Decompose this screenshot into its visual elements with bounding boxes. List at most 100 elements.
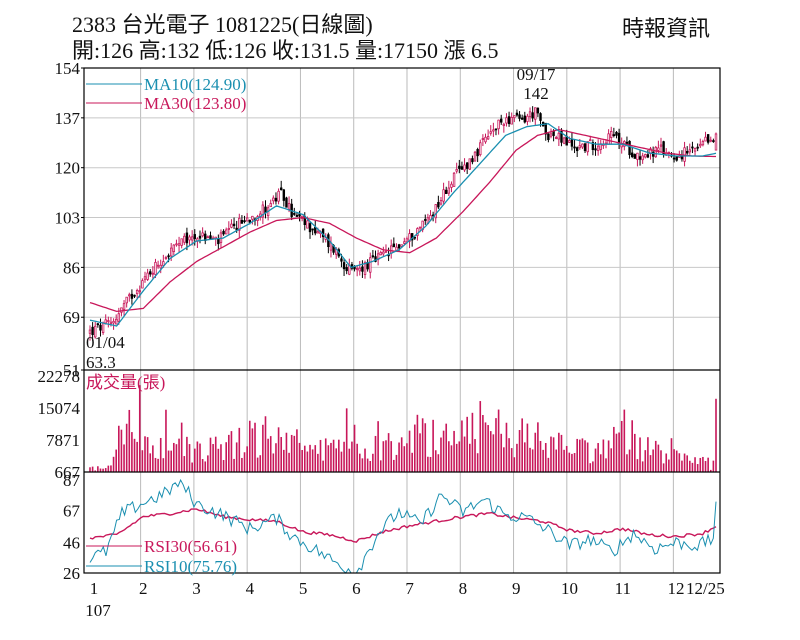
candle-body [458,165,461,169]
volume-bar [589,463,592,472]
volume-bar [639,437,641,472]
volume-bar [296,429,298,472]
volume-bar [235,442,238,472]
candle-body [654,146,657,158]
volume-bar [503,447,505,472]
volume-bar [489,431,492,472]
candle-body [505,117,508,124]
candle-body [507,116,511,125]
price-tick-label: 120 [55,159,81,178]
volume-bar [474,439,476,472]
candle-body [107,320,110,322]
volume-bar [434,450,437,472]
x-year-label: 107 [85,601,111,620]
candle-body [704,136,707,142]
volume-bar [539,440,542,472]
volume-bar [123,444,125,472]
candle-body [358,267,361,272]
candle-body [630,152,634,157]
candle-body [536,107,540,114]
volume-bar [345,408,348,472]
candle-body [455,169,458,172]
x-tick-label: 2 [139,579,148,598]
candle-body [125,296,128,304]
volume-bar [298,442,301,472]
volume-bar [230,431,233,472]
rsi-tick-label: 46 [63,534,80,553]
volume-bar [675,450,678,472]
volume-bar [594,448,597,472]
candle-body [471,158,474,163]
volume-bar [180,422,183,472]
candle-body [445,189,448,194]
volume-bar [641,461,644,472]
quote-line: 開:126 高:132 低:126 收:131.5 量:17150 漲 6.5 [72,38,499,63]
volume-bar [110,465,112,472]
candle-body [162,261,165,266]
volume-bar [712,460,715,472]
volume-bar [317,453,319,472]
volume-bar [471,412,474,472]
volume-bar [482,415,484,472]
volume-bar [165,409,167,472]
axis-labels: 1541371201038669512227815074787166787674… [38,59,725,620]
candle-body [167,255,170,258]
candle-body [413,236,416,239]
candle-body [120,307,123,313]
rsi-tick-label: 87 [63,471,81,490]
price-tick-label: 69 [63,308,80,327]
volume-bar [626,454,628,472]
candle-body [340,258,343,262]
volume-bar [246,446,248,472]
volume-bar [107,465,110,472]
candle-body [180,238,183,246]
volume-bar [576,438,578,472]
candle-body [88,329,92,334]
volume-panel [89,385,717,472]
candle-body [251,215,254,220]
volume-bar [170,450,173,472]
volume-bar [615,433,618,472]
volume-bar [193,448,196,472]
volume-bar [696,464,699,472]
volume-bar [351,441,353,472]
candle-body [437,202,440,208]
candle-body [169,247,173,257]
candle-body [549,133,553,137]
volume-bar [112,456,115,472]
candle-body [560,131,563,143]
volume-bar [592,461,594,472]
volume-bar [332,439,335,472]
volume-bar [440,437,442,472]
volume-bar [311,449,314,472]
candle-body [177,243,181,246]
volume-bar [319,439,322,472]
candle-body [526,115,529,122]
candle-body [238,217,241,231]
volume-bar [584,440,586,472]
volume-bar [544,443,547,472]
volume-bar [149,453,152,472]
candle-body [617,132,621,144]
volume-bar [448,441,450,472]
candle-body [591,142,595,151]
candle-body [130,293,134,299]
candle-body [633,154,637,159]
candle-body [657,147,660,151]
volume-bar [366,458,369,472]
volume-bar [358,453,361,472]
candle-body [675,156,678,161]
ma30-legend: MA30(123.80) [144,94,246,113]
candle-body [99,324,102,331]
candle-body [528,111,532,118]
candle-body [552,130,555,136]
volume-bar [102,468,104,472]
volume-bar [492,434,495,472]
volume-bar [673,449,675,472]
volume-bar [586,442,589,472]
volume-bar [633,433,636,472]
volume-bar [338,439,340,472]
candle-body [709,139,712,142]
candle-body [607,133,610,145]
candle-body [138,290,141,293]
